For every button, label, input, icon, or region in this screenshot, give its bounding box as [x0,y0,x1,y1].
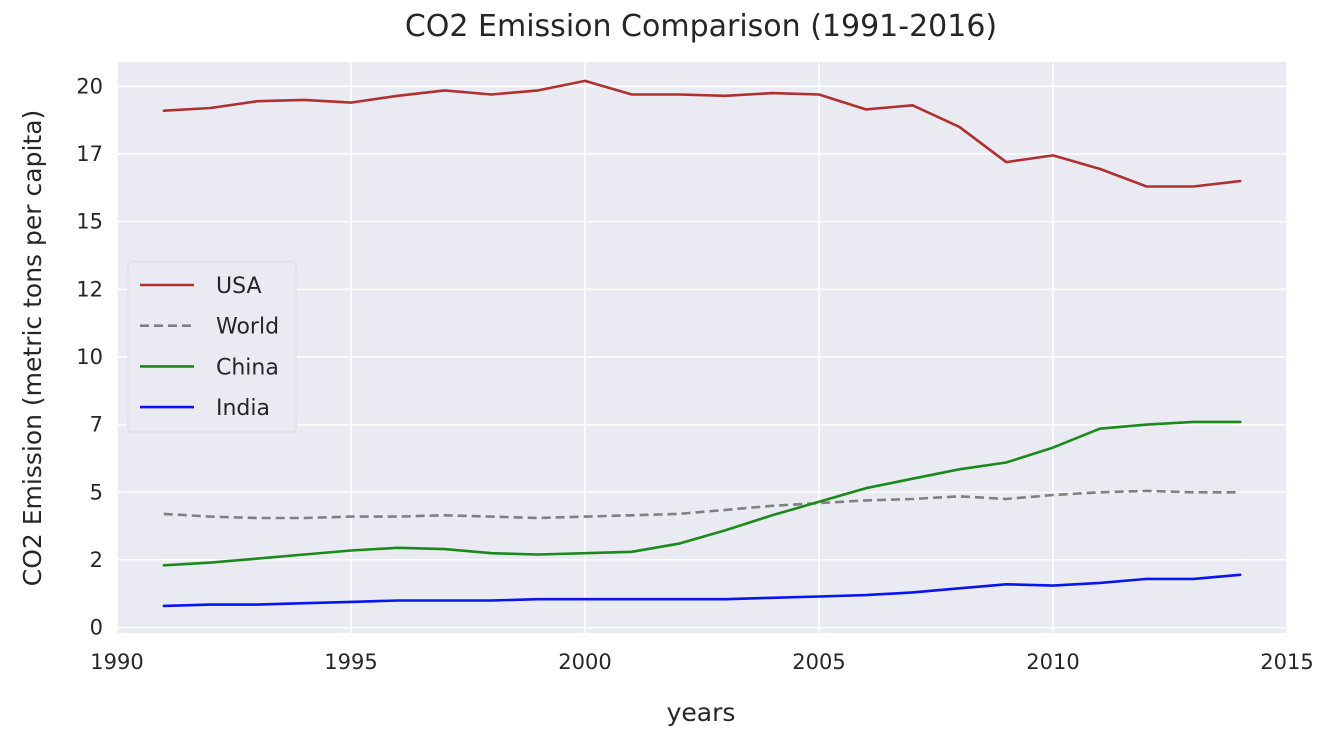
series-lines [162,79,1242,608]
x-axis-label: years [667,698,736,727]
y-axis-label: CO2 Emission (metric tons per capita) [18,110,47,587]
legend-label: China [216,355,279,380]
y-tick-label: 10 [76,345,103,369]
legend-box [127,261,297,433]
chart-title: CO2 Emission Comparison (1991-2016) [405,9,997,44]
x-tick-label: 1990 [90,650,143,674]
x-tick-label: 1995 [324,650,377,674]
x-tick-label: 2010 [1026,650,1079,674]
y-tick-label: 12 [76,277,103,301]
legend-label: USA [216,274,262,299]
y-tick-label: 2 [90,548,103,572]
y-tick-labels: 0 2 5 7 10 12 15 17 20 [76,74,103,639]
series-line-china [162,420,1242,567]
grid [116,62,1288,633]
x-tick-label: 2005 [792,650,845,674]
series-line-world [163,489,1241,520]
legend-label: India [216,396,270,421]
x-tick-labels: 1990 1995 2000 2005 2010 2015 [90,650,1313,674]
y-tick-label: 7 [90,413,103,437]
series-line-india [162,573,1242,608]
x-tick-label: 2000 [558,650,611,674]
legend: USA World China India [127,261,297,433]
y-tick-label: 17 [76,142,103,166]
y-tick-label: 20 [76,74,103,98]
y-tick-label: 5 [90,480,103,504]
y-tick-label: 0 [90,616,103,640]
x-tick-label: 2015 [1260,650,1313,674]
y-tick-label: 15 [76,210,103,234]
legend-label: World [216,315,279,340]
series-line-usa [162,79,1242,188]
